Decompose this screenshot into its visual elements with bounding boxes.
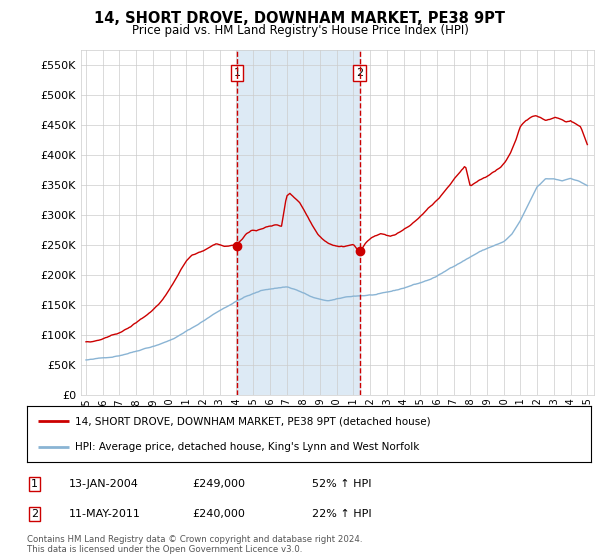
Text: 1: 1 <box>233 68 241 78</box>
Text: 14, SHORT DROVE, DOWNHAM MARKET, PE38 9PT (detached house): 14, SHORT DROVE, DOWNHAM MARKET, PE38 9P… <box>75 416 431 426</box>
Text: Contains HM Land Registry data © Crown copyright and database right 2024.
This d: Contains HM Land Registry data © Crown c… <box>27 535 362 554</box>
Text: 2: 2 <box>31 509 38 519</box>
Text: 22% ↑ HPI: 22% ↑ HPI <box>312 509 371 519</box>
Text: 1: 1 <box>31 479 38 489</box>
Text: £249,000: £249,000 <box>192 479 245 489</box>
Text: 2: 2 <box>356 68 363 78</box>
Text: HPI: Average price, detached house, King's Lynn and West Norfolk: HPI: Average price, detached house, King… <box>75 442 419 452</box>
Text: 52% ↑ HPI: 52% ↑ HPI <box>312 479 371 489</box>
Text: 11-MAY-2011: 11-MAY-2011 <box>69 509 141 519</box>
Text: Price paid vs. HM Land Registry's House Price Index (HPI): Price paid vs. HM Land Registry's House … <box>131 24 469 37</box>
Text: £240,000: £240,000 <box>192 509 245 519</box>
Text: 14, SHORT DROVE, DOWNHAM MARKET, PE38 9PT: 14, SHORT DROVE, DOWNHAM MARKET, PE38 9P… <box>95 11 505 26</box>
Bar <box>237 50 359 395</box>
Text: 13-JAN-2004: 13-JAN-2004 <box>69 479 139 489</box>
